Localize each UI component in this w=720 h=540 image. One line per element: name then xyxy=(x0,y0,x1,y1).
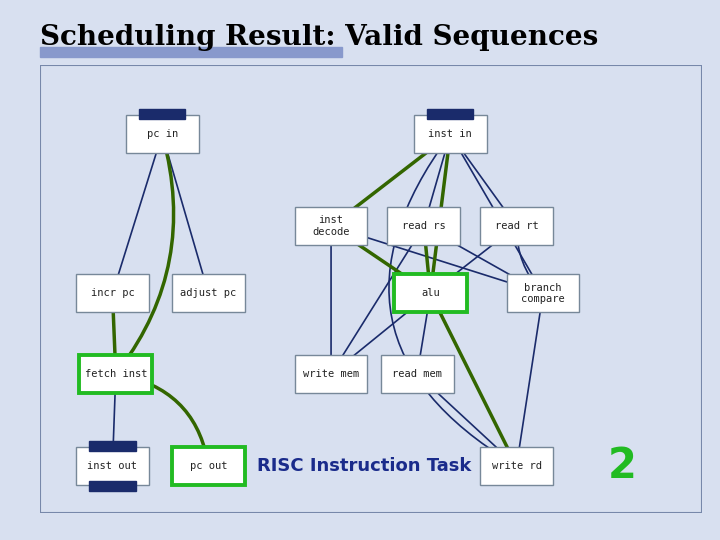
FancyBboxPatch shape xyxy=(480,447,553,485)
FancyBboxPatch shape xyxy=(294,355,367,393)
Bar xyxy=(89,441,135,451)
Text: read rt: read rt xyxy=(495,221,539,231)
Text: branch
compare: branch compare xyxy=(521,282,565,304)
FancyBboxPatch shape xyxy=(76,447,149,485)
FancyBboxPatch shape xyxy=(387,207,460,245)
FancyBboxPatch shape xyxy=(126,115,199,153)
Text: alu: alu xyxy=(421,288,440,299)
Text: write rd: write rd xyxy=(492,461,541,471)
Text: inst
decode: inst decode xyxy=(312,215,350,237)
FancyBboxPatch shape xyxy=(79,355,152,393)
FancyBboxPatch shape xyxy=(76,274,149,313)
FancyBboxPatch shape xyxy=(507,274,580,313)
Bar xyxy=(427,110,474,119)
FancyBboxPatch shape xyxy=(172,447,245,485)
FancyBboxPatch shape xyxy=(294,207,367,245)
Text: read rs: read rs xyxy=(402,221,446,231)
Text: write mem: write mem xyxy=(303,369,359,379)
Text: RISC Instruction Task: RISC Instruction Task xyxy=(257,457,472,475)
Text: Scheduling Result: Valid Sequences: Scheduling Result: Valid Sequences xyxy=(40,24,598,51)
FancyBboxPatch shape xyxy=(414,115,487,153)
Text: pc in: pc in xyxy=(146,129,178,139)
Text: 2: 2 xyxy=(608,445,637,487)
Text: incr pc: incr pc xyxy=(91,288,135,299)
Text: inst in: inst in xyxy=(428,129,472,139)
Text: pc out: pc out xyxy=(190,461,228,471)
Bar xyxy=(139,110,185,119)
Text: inst out: inst out xyxy=(87,461,138,471)
FancyBboxPatch shape xyxy=(381,355,454,393)
Bar xyxy=(89,481,135,491)
Text: read mem: read mem xyxy=(392,369,442,379)
FancyBboxPatch shape xyxy=(394,274,467,313)
FancyBboxPatch shape xyxy=(172,274,245,313)
FancyBboxPatch shape xyxy=(480,207,553,245)
Text: fetch inst: fetch inst xyxy=(84,369,147,379)
Text: adjust pc: adjust pc xyxy=(181,288,237,299)
